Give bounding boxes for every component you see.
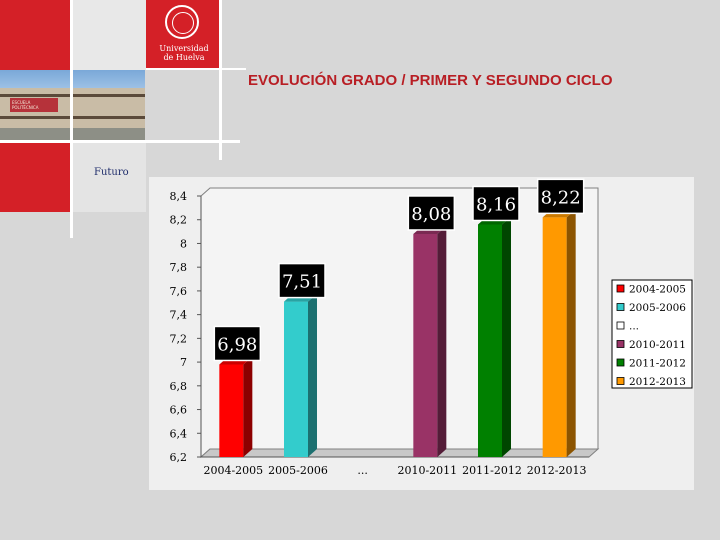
y-tick-label: 6,2 [170,451,188,464]
data-label: 6,98 [217,334,257,355]
legend-entry: 2010-2011 [629,339,686,351]
legend-box [611,279,693,389]
legend-entry: ... [629,321,639,333]
legend-swatch [616,340,625,348]
divider-vertical-1 [70,0,73,238]
header-red-block-mid [70,0,146,70]
legend-swatch [616,303,625,311]
bar-side-2010-2011 [437,225,447,457]
bar-2011-2012 [478,224,502,457]
header-red-block-top [0,0,70,70]
sidebar-red-block [0,142,70,212]
data-label: 7,51 [282,272,322,293]
university-seal-icon [165,5,199,39]
x-tick-label: 2011-2012 [462,464,522,477]
legend-swatch [616,321,625,330]
divider-horizontal-1 [0,140,240,143]
legend-swatch [616,377,625,385]
y-tick-label: 6,4 [170,427,188,440]
sidebar-label: Futuro [94,167,129,178]
y-tick-label: 7,4 [170,309,188,322]
data-label-box [472,185,520,222]
x-tick-label: 2012-2013 [527,464,587,477]
data-label: 8,16 [476,194,516,215]
x-tick-label: 2004-2005 [203,464,263,477]
chart-back-wall [200,187,599,459]
y-tick-label: 6,8 [170,380,188,393]
legend-swatch [616,358,625,367]
y-tick-label: 7,6 [170,285,188,298]
sidebar-grey-block [70,142,146,212]
x-tick-label: 2005-2006 [268,464,328,477]
divider-horizontal-2 [146,68,246,70]
x-tick-label: ... [357,464,368,477]
bar-side-2004-2005 [243,356,253,457]
data-label: 8,22 [541,187,581,208]
university-logo: Universidad de Huelva [146,0,220,70]
bar-2005-2006 [284,301,308,457]
data-label-box [536,178,585,215]
chart-floor [199,448,600,458]
y-tick-label: 8,2 [170,214,188,227]
bar-2012-2013 [542,217,567,457]
y-tick-label: 6,6 [170,404,188,417]
bar-2010-2011 [413,233,438,457]
data-label-box [213,325,262,362]
legend-swatch [616,284,625,293]
y-tick-label: 8 [180,237,187,250]
data-label-box [278,262,326,299]
y-tick-label: 7,8 [170,261,188,274]
data-label-box [407,195,456,231]
legend-entry: 2005-2006 [629,302,686,314]
university-logo-text: Universidad de Huelva [159,44,209,62]
legend-entry: 2004-2005 [629,284,686,296]
slide-title: EVOLUCIÓN GRADO / PRIMER Y SEGUNDO CICLO [248,72,613,89]
legend-entry: 2011-2012 [629,358,686,370]
bar-side-2011-2012 [502,216,511,457]
bar-side-2005-2006 [308,293,317,457]
y-tick-label: 7,2 [170,332,188,345]
data-label: 8,08 [411,204,451,225]
y-tick-label: 7 [180,356,187,369]
y-tick-label: 8,4 [170,190,188,203]
x-tick-label: 2010-2011 [397,464,457,477]
bar-2004-2005 [219,364,244,457]
divider-vertical-2 [219,0,222,160]
legend-entry: 2012-2013 [629,376,686,388]
bar-side-2012-2013 [566,209,576,457]
